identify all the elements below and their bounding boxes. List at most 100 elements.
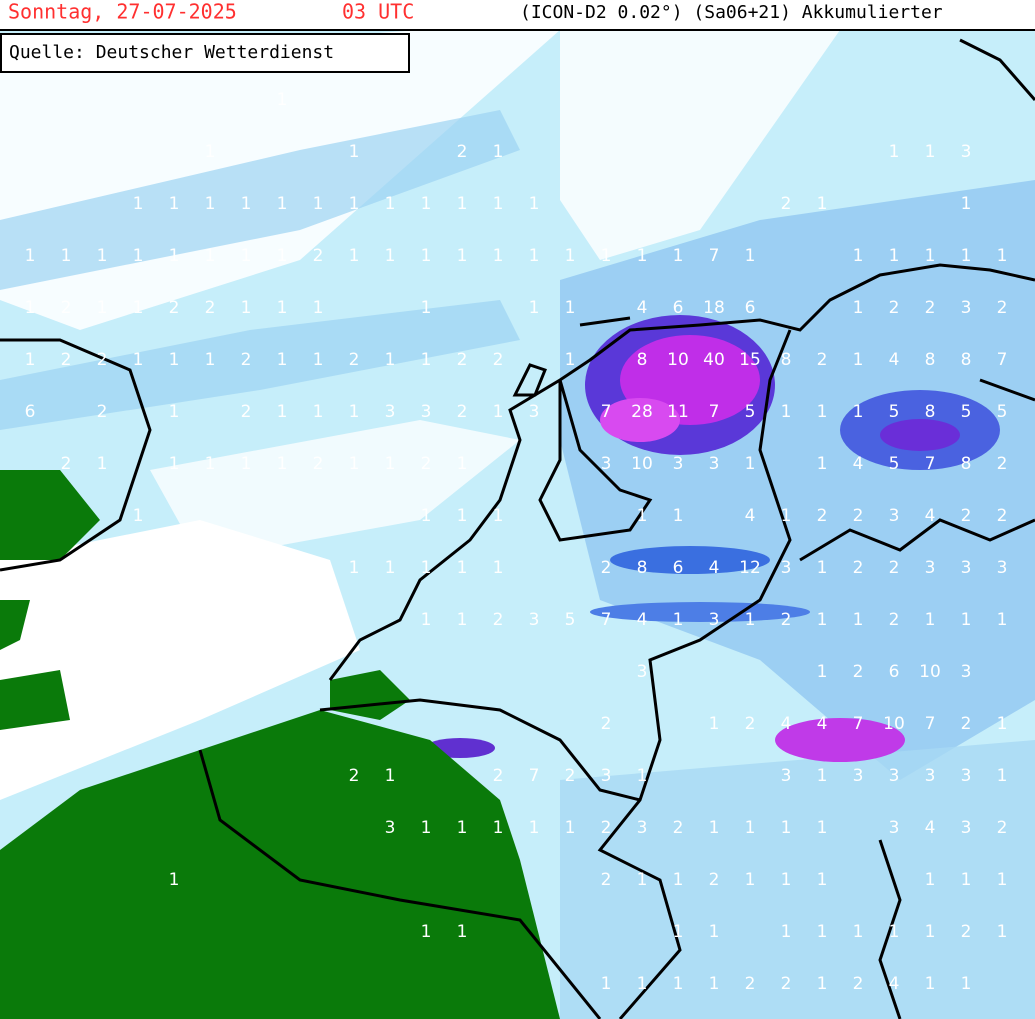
value-label: 1 — [61, 246, 72, 266]
value-label: 3 — [601, 766, 612, 786]
value-label: 1 — [889, 142, 900, 162]
value-label: 3 — [529, 610, 540, 630]
value-label: 3 — [529, 402, 540, 422]
value-label: 10 — [667, 350, 689, 370]
value-label: 1 — [853, 610, 864, 630]
value-label: 2 — [889, 610, 900, 630]
value-label: 1 — [97, 454, 108, 474]
value-label: 1 — [817, 662, 828, 682]
value-label: 1 — [277, 194, 288, 214]
value-label: 1 — [241, 246, 252, 266]
value-label: 1 — [457, 194, 468, 214]
rain-cell — [775, 718, 905, 762]
value-label: 7 — [709, 246, 720, 266]
value-label: 2 — [565, 766, 576, 786]
value-label: 1 — [97, 246, 108, 266]
rain-band — [0, 110, 520, 290]
value-label: 1 — [349, 194, 360, 214]
value-label: 3 — [637, 818, 648, 838]
value-label: 1 — [385, 350, 396, 370]
value-label: 1 — [421, 610, 432, 630]
value-label: 2 — [709, 870, 720, 890]
value-label: 1 — [673, 974, 684, 994]
value-label: 3 — [961, 558, 972, 578]
value-label: 2 — [61, 298, 72, 318]
value-label: 1 — [385, 558, 396, 578]
value-label: 8 — [781, 350, 792, 370]
value-label: 1 — [205, 194, 216, 214]
value-label: 7 — [601, 402, 612, 422]
value-label: 3 — [925, 558, 936, 578]
value-label: 8 — [637, 350, 648, 370]
value-label: 2 — [457, 402, 468, 422]
value-label: 1 — [781, 818, 792, 838]
value-label: 1 — [673, 922, 684, 942]
value-label: 5 — [997, 402, 1008, 422]
value-label: 7 — [601, 610, 612, 630]
value-label: 4 — [925, 818, 936, 838]
value-label: 2 — [673, 818, 684, 838]
value-label: 3 — [889, 818, 900, 838]
value-label: 1 — [565, 298, 576, 318]
value-label: 2 — [601, 818, 612, 838]
value-label: 3 — [385, 818, 396, 838]
value-label: 1 — [205, 350, 216, 370]
value-label: 2 — [313, 246, 324, 266]
value-label: 1 — [853, 246, 864, 266]
value-label: 1 — [817, 870, 828, 890]
value-label: 1 — [169, 246, 180, 266]
value-label: 3 — [961, 142, 972, 162]
value-label: 1 — [133, 246, 144, 266]
source-box — [0, 33, 410, 73]
value-label: 1 — [457, 922, 468, 942]
value-label: 5 — [745, 402, 756, 422]
value-label: 4 — [637, 298, 648, 318]
value-label: 1 — [349, 142, 360, 162]
value-label: 2 — [961, 922, 972, 942]
value-label: 1 — [457, 818, 468, 838]
value-label: 3 — [781, 558, 792, 578]
value-label: 6 — [673, 298, 684, 318]
value-label: 7 — [925, 454, 936, 474]
coastline — [512, 316, 631, 397]
value-label: 3 — [709, 610, 720, 630]
value-label: 1 — [781, 506, 792, 526]
value-label: 2 — [997, 454, 1008, 474]
time: 03 UTC — [342, 0, 414, 24]
value-label: 1 — [529, 246, 540, 266]
value-label: 1 — [205, 454, 216, 474]
border — [878, 839, 902, 1019]
land — [0, 470, 100, 560]
value-label: 1 — [421, 350, 432, 370]
value-label: 12 — [739, 558, 761, 578]
value-label: 1 — [817, 558, 828, 578]
value-label: 2 — [997, 818, 1008, 838]
value-label: 2 — [61, 454, 72, 474]
value-label: 1 — [457, 506, 468, 526]
value-label: 4 — [709, 558, 720, 578]
value-label: 1 — [313, 350, 324, 370]
value-label: 2 — [241, 350, 252, 370]
value-label: 1 — [745, 246, 756, 266]
value-label: 1 — [493, 558, 504, 578]
value-label: 8 — [961, 350, 972, 370]
value-label: 1 — [817, 402, 828, 422]
coastline — [0, 338, 152, 572]
value-label: 1 — [457, 246, 468, 266]
value-label: 2 — [925, 298, 936, 318]
value-label: 1 — [997, 246, 1008, 266]
value-label: 1 — [709, 974, 720, 994]
value-label: 3 — [421, 402, 432, 422]
value-label: 5 — [961, 402, 972, 422]
value-label: 1 — [709, 922, 720, 942]
value-label: 1 — [25, 298, 36, 318]
value-label: 5 — [565, 610, 576, 630]
value-label: 40 — [703, 350, 725, 370]
value-label: 8 — [961, 454, 972, 474]
value-label: 1 — [421, 298, 432, 318]
value-label: 15 — [739, 350, 761, 370]
value-label: 1 — [997, 714, 1008, 734]
value-label: 5 — [889, 454, 900, 474]
value-label: 6 — [889, 662, 900, 682]
value-label: 1 — [637, 870, 648, 890]
